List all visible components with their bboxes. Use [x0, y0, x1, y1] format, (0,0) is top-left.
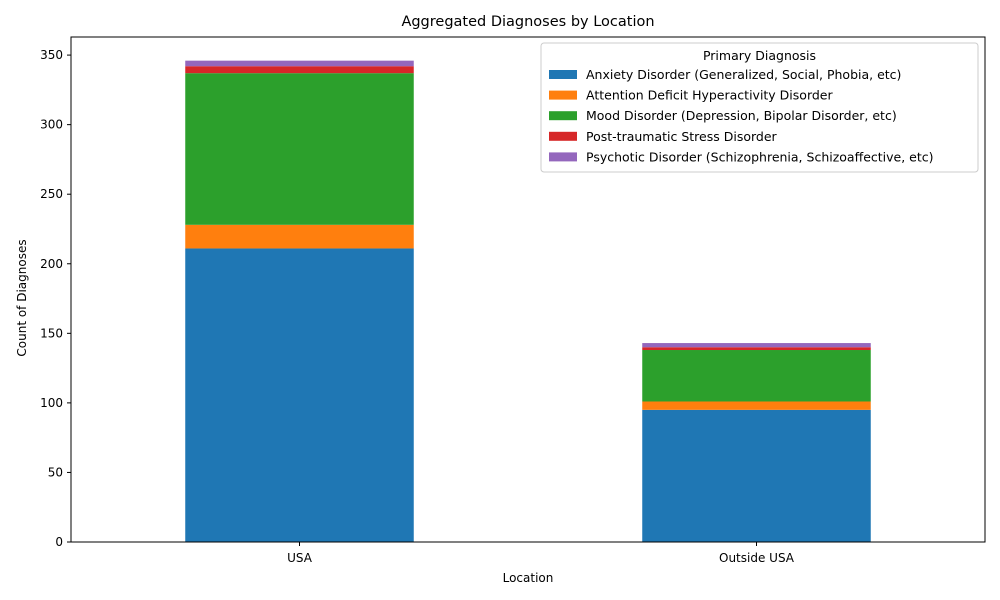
y-tick-label: 100	[40, 396, 63, 410]
bar-segment-1-1	[642, 401, 871, 410]
y-tick-label: 200	[40, 257, 63, 271]
axes: USA Outside USA 0 50 100 150 200 250 300 350	[40, 36, 986, 565]
legend-swatch-4	[549, 152, 577, 162]
x-tick-label: USA	[287, 551, 313, 565]
legend-swatch-3	[549, 131, 577, 141]
legend-title: Primary Diagnosis	[703, 48, 816, 63]
legend: Primary Diagnosis Anxiety Disorder (Gener…	[540, 42, 979, 173]
legend-label-1: Attention Deficit Hyperactivity Disorder	[586, 88, 833, 103]
chart-title: Aggregated Diagnoses by Location	[401, 14, 654, 30]
plot-area	[185, 60, 871, 542]
y-tick-label: 150	[40, 326, 63, 340]
bar-segment-1-0	[642, 409, 871, 542]
legend-label-3: Post-traumatic Stress Disorder	[586, 129, 778, 144]
bar-segment-0-1	[185, 224, 414, 249]
x-axis-label: Location	[503, 571, 554, 585]
legend-swatch-1	[549, 90, 577, 100]
bar-segment-0-3	[185, 66, 414, 74]
bar-segment-1-4	[642, 343, 871, 348]
bar-segment-1-2	[642, 350, 871, 402]
x-tick-label: Outside USA	[719, 551, 795, 565]
y-tick-label: 250	[40, 187, 63, 201]
plot-frame	[70, 36, 986, 543]
bar-segment-1-3	[642, 347, 871, 351]
legend-label-2: Mood Disorder (Depression, Bipolar Disor…	[586, 108, 897, 123]
y-tick-label: 350	[40, 48, 63, 62]
y-axis-label: Count of Diagnoses	[15, 239, 29, 356]
legend-box	[540, 42, 979, 173]
y-tick-label: 50	[48, 465, 63, 479]
legend-swatch-2	[549, 111, 577, 121]
bar-segment-0-0	[185, 248, 414, 542]
y-tick-label: 0	[55, 535, 63, 549]
bar-segment-0-2	[185, 73, 414, 225]
legend-label-4: Psychotic Disorder (Schizophrenia, Schiz…	[586, 149, 934, 164]
legend-label-0: Anxiety Disorder (Generalized, Social, P…	[586, 67, 901, 82]
legend-swatch-0	[549, 70, 577, 79]
bar-segment-0-4	[185, 60, 414, 67]
y-tick-label: 300	[40, 118, 63, 132]
